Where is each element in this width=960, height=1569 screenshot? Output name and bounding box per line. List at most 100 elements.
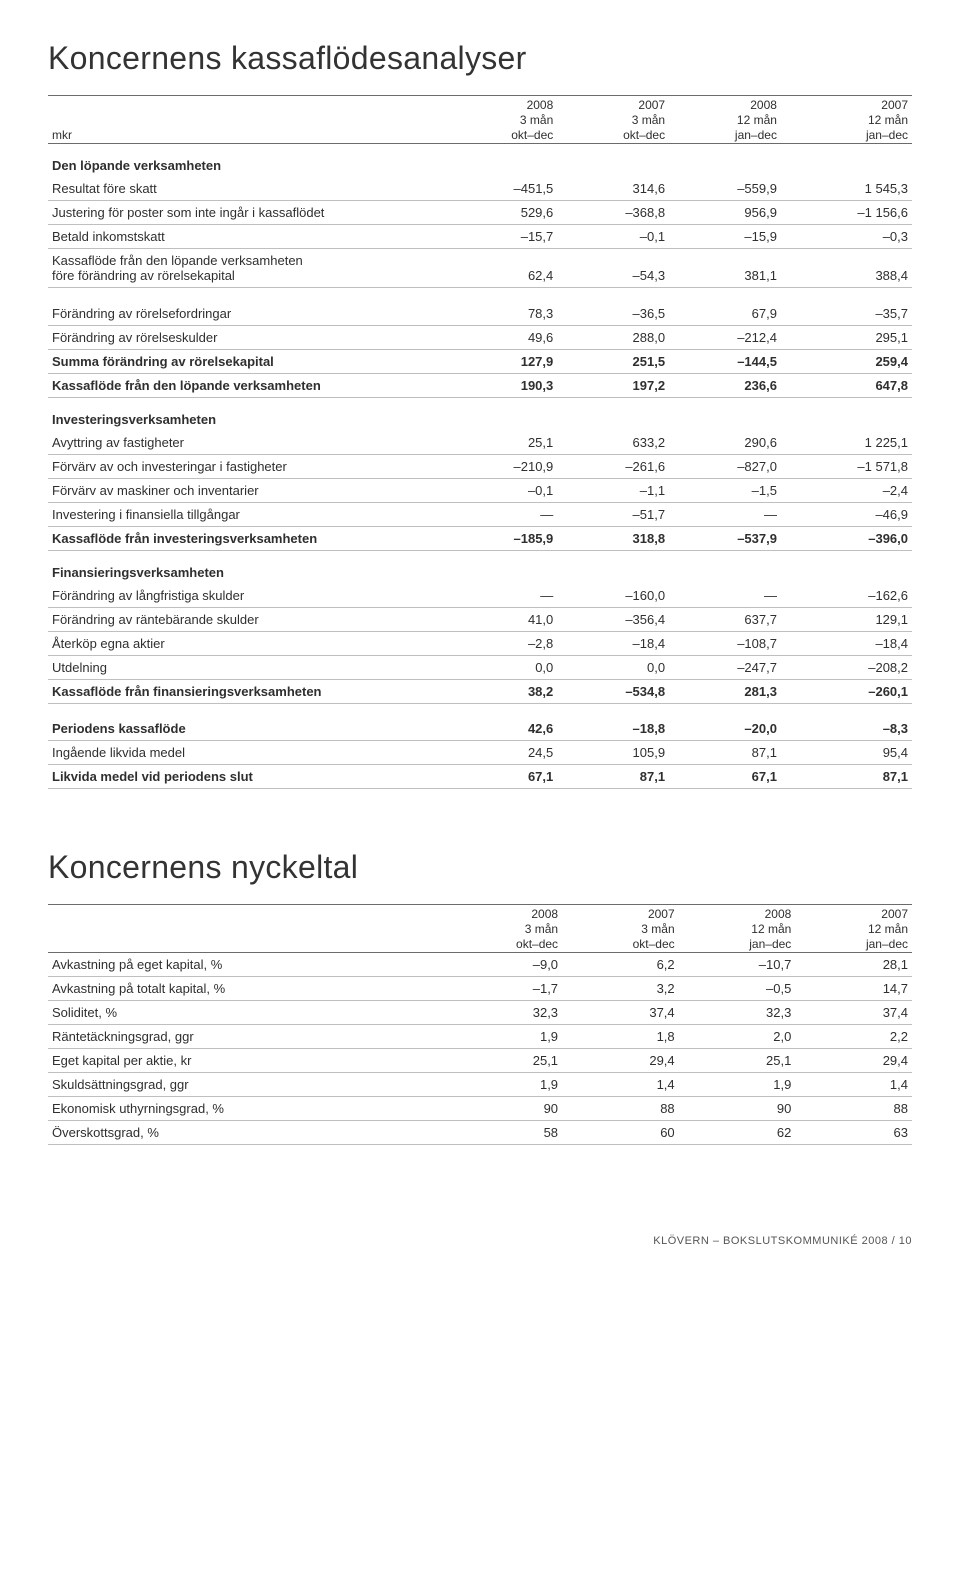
cell-value: –210,9: [445, 454, 557, 478]
row-label: Avyttring av fastigheter: [48, 431, 445, 455]
cell-value: 1,4: [562, 1073, 679, 1097]
row-label: Summa förändring av rörelsekapital: [48, 349, 445, 373]
cell-value: –108,7: [669, 631, 781, 655]
cell-value: 1 545,3: [781, 177, 912, 201]
row-label: Betald inkomstskatt: [48, 225, 445, 249]
cell-value: 2,0: [679, 1025, 796, 1049]
row-label: Likvida medel vid periodens slut: [48, 765, 445, 789]
row-label: Justering för poster som inte ingår i ka…: [48, 201, 445, 225]
cell-value: –356,4: [557, 607, 669, 631]
cell-value: 37,4: [795, 1001, 912, 1025]
cell-value: 529,6: [445, 201, 557, 225]
cell-value: –8,3: [781, 717, 912, 741]
cell-value: 1,9: [445, 1073, 562, 1097]
row-label: Räntetäckningsgrad, ggr: [48, 1025, 445, 1049]
cell-value: 0,0: [557, 655, 669, 679]
cell-value: 388,4: [781, 249, 912, 288]
cell-value: –537,9: [669, 526, 781, 550]
row-label: Kassaflöde från investeringsverksamheten: [48, 526, 445, 550]
cell-value: —: [445, 502, 557, 526]
cell-value: –247,7: [669, 655, 781, 679]
cell-value: 42,6: [445, 717, 557, 741]
row-label: Investering i finansiella tillgångar: [48, 502, 445, 526]
row-label: Återköp egna aktier: [48, 631, 445, 655]
cell-value: 2,2: [795, 1025, 912, 1049]
cell-value: –1,5: [669, 478, 781, 502]
cell-value: 381,1: [669, 249, 781, 288]
cell-value: 63: [795, 1121, 912, 1145]
cell-value: 87,1: [557, 765, 669, 789]
row-label: Kassaflöde från den löpande verksamheten: [48, 373, 445, 397]
cell-value: –1 156,6: [781, 201, 912, 225]
row-label: Eget kapital per aktie, kr: [48, 1049, 445, 1073]
cell-value: –261,6: [557, 454, 669, 478]
cell-value: 129,1: [781, 607, 912, 631]
row-label: Förändring av räntebärande skulder: [48, 607, 445, 631]
cell-value: –1,7: [445, 977, 562, 1001]
column-header: 200712 månjan–dec: [781, 96, 912, 144]
cell-value: 314,6: [557, 177, 669, 201]
cell-value: –260,1: [781, 679, 912, 703]
cell-value: 637,7: [669, 607, 781, 631]
cell-value: –0,5: [679, 977, 796, 1001]
cell-value: 1 225,1: [781, 431, 912, 455]
cell-value: 197,2: [557, 373, 669, 397]
column-header: 20073 månokt–dec: [562, 905, 679, 953]
cell-value: 88: [795, 1097, 912, 1121]
cell-value: –51,7: [557, 502, 669, 526]
cell-value: 647,8: [781, 373, 912, 397]
cell-value: –15,9: [669, 225, 781, 249]
cell-value: 1,9: [679, 1073, 796, 1097]
cashflow-title: Koncernens kassaflödesanalyser: [48, 40, 912, 77]
keyfigures-title: Koncernens nyckeltal: [48, 849, 912, 886]
cell-value: 251,5: [557, 349, 669, 373]
cell-value: 127,9: [445, 349, 557, 373]
cell-value: –559,9: [669, 177, 781, 201]
cell-value: 28,1: [795, 953, 912, 977]
cell-value: –0,1: [445, 478, 557, 502]
cell-value: –36,5: [557, 302, 669, 326]
row-label: Kassaflöde från finansieringsverksamhete…: [48, 679, 445, 703]
cell-value: 25,1: [445, 431, 557, 455]
cell-value: 105,9: [557, 741, 669, 765]
cell-value: 236,6: [669, 373, 781, 397]
cell-value: 290,6: [669, 431, 781, 455]
cell-value: 295,1: [781, 325, 912, 349]
cell-value: 24,5: [445, 741, 557, 765]
row-label: Förändring av rörelsefordringar: [48, 302, 445, 326]
cell-value: –0,3: [781, 225, 912, 249]
cell-value: —: [669, 502, 781, 526]
cell-value: 87,1: [781, 765, 912, 789]
row-label: Soliditet, %: [48, 1001, 445, 1025]
cashflow-table: mkr20083 månokt–dec20073 månokt–dec20081…: [48, 95, 912, 789]
cell-value: 58: [445, 1121, 562, 1145]
cell-value: –35,7: [781, 302, 912, 326]
cell-value: –144,5: [669, 349, 781, 373]
cell-value: 78,3: [445, 302, 557, 326]
cell-value: 1,9: [445, 1025, 562, 1049]
cell-value: –1 571,8: [781, 454, 912, 478]
row-label: Avkastning på eget kapital, %: [48, 953, 445, 977]
row-label: Avkastning på totalt kapital, %: [48, 977, 445, 1001]
cell-value: 41,0: [445, 607, 557, 631]
cell-value: –18,4: [781, 631, 912, 655]
cell-value: –162,6: [781, 584, 912, 608]
cell-value: –46,9: [781, 502, 912, 526]
section-heading: Den löpande verksamheten: [48, 144, 912, 178]
cell-value: 62: [679, 1121, 796, 1145]
cell-value: 62,4: [445, 249, 557, 288]
cell-value: 190,3: [445, 373, 557, 397]
cell-value: –18,8: [557, 717, 669, 741]
row-label: Förvärv av och investeringar i fastighet…: [48, 454, 445, 478]
cell-value: –827,0: [669, 454, 781, 478]
cell-value: –10,7: [679, 953, 796, 977]
row-label: Överskottsgrad, %: [48, 1121, 445, 1145]
section-heading: Investeringsverksamheten: [48, 397, 912, 431]
page-footer: KLÖVERN – BOKSLUTSKOMMUNIKÉ 2008 / 10: [48, 1235, 912, 1247]
cell-value: –208,2: [781, 655, 912, 679]
cell-value: –20,0: [669, 717, 781, 741]
row-label: Ekonomisk uthyrningsgrad, %: [48, 1097, 445, 1121]
cell-value: 259,4: [781, 349, 912, 373]
cell-value: 38,2: [445, 679, 557, 703]
cell-value: –0,1: [557, 225, 669, 249]
